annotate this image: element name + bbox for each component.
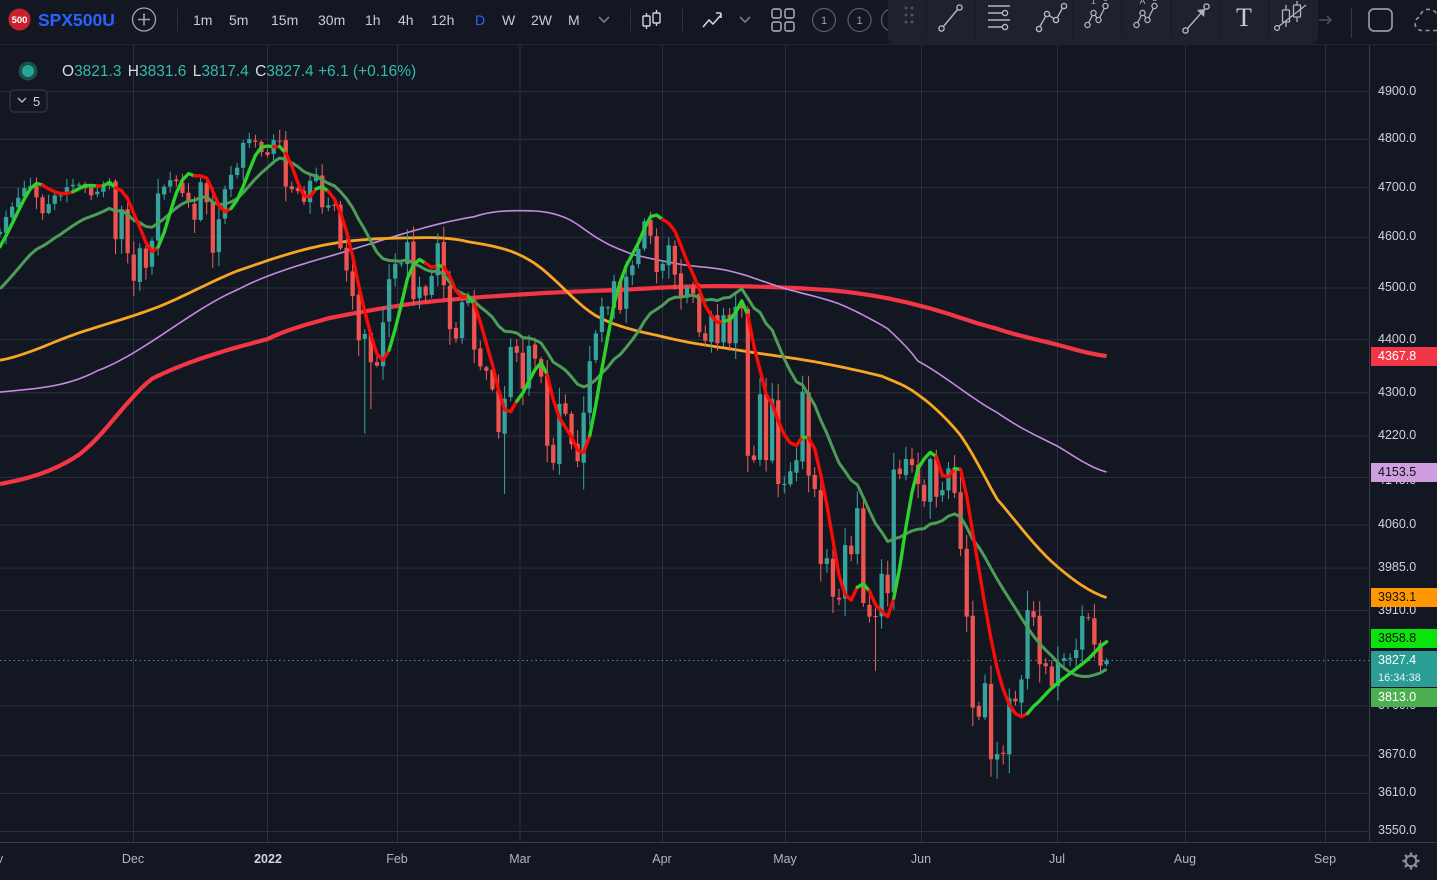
svg-text:B: B: [889, 15, 896, 27]
svg-text:1: 1: [856, 15, 862, 27]
svg-text:O3821.3 H3831.6 L3817.4 C3827.: O3821.3 H3831.6 L3817.4 C3827.4 +6.1 (+0…: [62, 63, 416, 80]
svg-text:500: 500: [12, 15, 28, 26]
svg-text:1: 1: [821, 15, 827, 27]
svg-text:5: 5: [33, 94, 40, 109]
